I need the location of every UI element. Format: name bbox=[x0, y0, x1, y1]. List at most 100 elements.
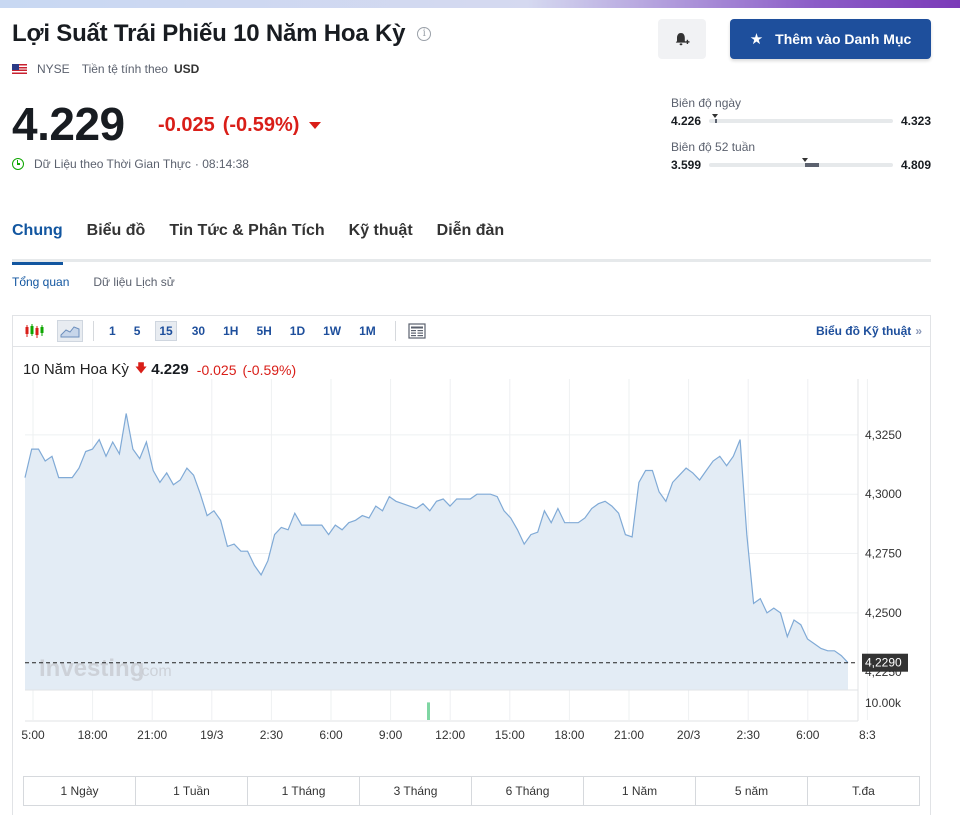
price-area bbox=[25, 413, 848, 690]
y-tick-label: 4,3000 bbox=[865, 487, 902, 501]
range-1-month[interactable]: 1 Tháng bbox=[248, 777, 360, 805]
x-tick-label: 5:00 bbox=[21, 728, 45, 742]
main-tabs: Chung Biểu đồ Tin Tức & Phân Tích Kỹ thu… bbox=[12, 222, 931, 265]
chart-panel: 1 5 15 30 1H 5H 1D 1W 1M Biểu đồ Kỹ thuậ… bbox=[12, 315, 931, 815]
price-chart[interactable]: Investing .com 5:00 18:00 21:00 19/3 2:30 6:0… bbox=[13, 316, 930, 776]
tab-technical[interactable]: Kỹ thuật bbox=[348, 222, 413, 239]
title-row: Lợi Suất Trái Phiếu 10 Năm Hoa Kỳ i bbox=[12, 20, 432, 48]
range-3-months[interactable]: 3 Tháng bbox=[360, 777, 472, 805]
double-chevron-icon: » bbox=[915, 324, 922, 338]
x-tick-label: 6:00 bbox=[796, 728, 820, 742]
create-alert-button[interactable] bbox=[658, 19, 706, 59]
day-range-low: 4.226 bbox=[671, 114, 702, 128]
week52-range-high: 4.809 bbox=[900, 158, 931, 172]
top-accent-strip bbox=[0, 0, 960, 8]
tab-chart[interactable]: Biểu đồ bbox=[86, 222, 146, 239]
area-chart-icon[interactable] bbox=[57, 320, 83, 342]
x-tick-label: 18:00 bbox=[554, 728, 584, 742]
week52-range-fill bbox=[804, 163, 820, 167]
info-icon[interactable]: i bbox=[417, 27, 432, 41]
technical-chart-link[interactable]: Biểu đồ Kỹ thuật» bbox=[816, 324, 922, 338]
legend-down-arrow-icon: 🡇 bbox=[134, 361, 148, 375]
investing-watermark-suffix: .com bbox=[137, 663, 172, 680]
range-max[interactable]: T.đa bbox=[852, 784, 875, 798]
legend-change-percent: (-0.59%) bbox=[242, 361, 297, 378]
investing-watermark: Investing bbox=[39, 655, 144, 682]
volume-bar bbox=[427, 702, 430, 720]
x-tick-label: 15:00 bbox=[495, 728, 525, 742]
exchange-name: NYSE bbox=[37, 62, 70, 76]
x-tick-label: 20/3 bbox=[677, 728, 701, 742]
week52-range-bar bbox=[709, 158, 893, 167]
y-tick-label: 4,2750 bbox=[865, 547, 902, 561]
interval-5[interactable]: 5 bbox=[133, 324, 141, 338]
x-tick-label: 2:30 bbox=[737, 728, 761, 742]
x-tick-label: 12:00 bbox=[435, 728, 465, 742]
week52-range: Biên độ 52 tuần 3.599 4.809 bbox=[671, 140, 931, 172]
day-range-fill bbox=[714, 119, 717, 123]
news-overlay-icon[interactable] bbox=[404, 320, 430, 342]
x-tick-label: 18:00 bbox=[78, 728, 108, 742]
change-percent: (-0.59%) bbox=[222, 114, 300, 136]
x-tick-label: 8:3 bbox=[859, 728, 876, 742]
day-range-label: Biên độ ngày bbox=[671, 96, 742, 110]
subtab-historical-data[interactable]: Dữ liệu Lịch sử bbox=[93, 275, 175, 289]
toolbar-separator bbox=[394, 321, 396, 341]
toolbar-separator bbox=[93, 321, 94, 341]
time-range-selector: 1 Ngày 1 Tuần 1 Tháng 3 Tháng 6 Tháng 1 … bbox=[23, 776, 920, 806]
add-to-watchlist-button[interactable]: ★ Thêm vào Danh Mục bbox=[730, 19, 931, 59]
interval-1[interactable]: 1 bbox=[109, 324, 116, 338]
last-price-label: 4,2290 bbox=[865, 656, 902, 670]
day-range-marker bbox=[711, 114, 718, 118]
realtime-status: Dữ Liệu theo Thời Gian Thực · 08:14:38 bbox=[12, 157, 249, 171]
us-flag-icon bbox=[12, 64, 27, 74]
week52-range-marker bbox=[801, 158, 808, 162]
interval-1w[interactable]: 1W bbox=[323, 324, 342, 338]
week52-range-low: 3.599 bbox=[671, 158, 702, 172]
range-1-week[interactable]: 1 Tuần bbox=[136, 777, 248, 805]
x-tick-label: 19/3 bbox=[200, 728, 224, 742]
price-line bbox=[24, 413, 849, 664]
interval-1d[interactable]: 1D bbox=[289, 324, 306, 338]
instrument-meta: NYSE Tiền tệ tính theo USD bbox=[12, 62, 199, 76]
page-title: Lợi Suất Trái Phiếu 10 Năm Hoa Kỳ bbox=[12, 20, 406, 47]
x-tick-label: 9:00 bbox=[379, 728, 403, 742]
week52-range-label: Biên độ 52 tuần bbox=[671, 140, 756, 154]
day-range-bar bbox=[709, 114, 893, 123]
day-range: Biên độ ngày 4.226 4.323 bbox=[671, 96, 931, 128]
subtab-summary[interactable]: Tổng quan bbox=[12, 275, 70, 289]
interval-15[interactable]: 15 bbox=[155, 321, 177, 341]
tab-forum[interactable]: Diễn đàn bbox=[436, 222, 505, 239]
y-tick-label: 4,2500 bbox=[865, 606, 902, 620]
bell-plus-icon bbox=[675, 33, 690, 46]
legend-symbol: 10 Năm Hoa Kỳ bbox=[23, 361, 129, 378]
chart-axes: 5:00 18:00 21:00 19/3 2:30 6:00 9:00 12:00 15:00… bbox=[21, 379, 908, 742]
change-value: -0.025 bbox=[158, 114, 215, 136]
chart-toolbar: 1 5 15 30 1H 5H 1D 1W 1M Biểu đồ Kỹ thuậ… bbox=[13, 316, 930, 347]
tab-news-analysis[interactable]: Tin Tức & Phân Tích bbox=[169, 222, 325, 239]
interval-1m[interactable]: 1M bbox=[359, 324, 376, 338]
currency-value: USD bbox=[173, 62, 200, 76]
realtime-label: Dữ Liệu theo Thời Gian Thực bbox=[34, 157, 191, 171]
range-6-months[interactable]: 6 Tháng bbox=[472, 777, 584, 805]
quote-time: · 08:14:38 bbox=[194, 157, 249, 171]
legend-value: 4.229 bbox=[151, 361, 189, 378]
interval-1h[interactable]: 1H bbox=[223, 324, 239, 338]
last-price-badge bbox=[862, 653, 908, 672]
x-tick-label: 2:30 bbox=[260, 728, 284, 742]
day-range-high: 4.323 bbox=[900, 114, 931, 128]
clock-icon bbox=[12, 158, 24, 170]
technical-chart-link-label: Biểu đồ Kỹ thuật bbox=[815, 324, 912, 338]
candlestick-icon[interactable] bbox=[21, 320, 47, 342]
sub-tabs: Tổng quan Dữ liệu Lịch sử bbox=[12, 275, 199, 289]
volume-scale-label: 10.00k bbox=[865, 696, 902, 710]
x-tick-label: 6:00 bbox=[319, 728, 343, 742]
chart-legend: 10 Năm Hoa Kỳ 🡇 4.229 -0.025 (-0.59%) bbox=[23, 359, 296, 380]
interval-5h[interactable]: 5H bbox=[256, 324, 272, 338]
range-5-years[interactable]: 5 năm bbox=[696, 777, 808, 805]
price-change: -0.025 (-0.59%) bbox=[158, 114, 322, 137]
interval-30[interactable]: 30 bbox=[191, 324, 206, 338]
range-1-year[interactable]: 1 Năm bbox=[584, 777, 696, 805]
tab-overview[interactable]: Chung bbox=[12, 222, 63, 265]
range-1-day[interactable]: 1 Ngày bbox=[24, 777, 136, 805]
